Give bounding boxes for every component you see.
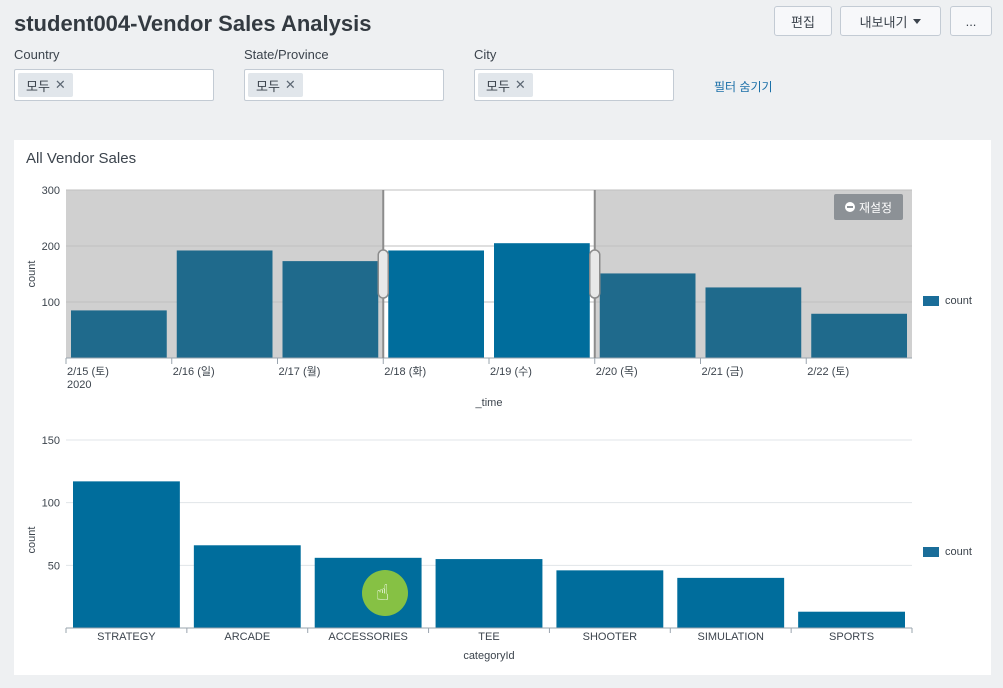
chart1-bar [705, 287, 802, 358]
chart1-year-label: 2020 [67, 379, 91, 391]
chart2-xtick-label: SHOOTER [583, 631, 637, 643]
page-title: student004-Vendor Sales Analysis [14, 11, 372, 36]
filter-country: Country 모두 ✕ [14, 47, 214, 101]
caret-down-icon [913, 18, 922, 24]
chart2-xtick-label: SPORTS [829, 631, 874, 643]
chart1-bar [811, 313, 907, 358]
chart2-xtick-label: STRATEGY [97, 631, 156, 643]
chart1-xtick-label: 2/19 (수) [490, 365, 532, 378]
chart2-bar [193, 545, 301, 628]
filter-token: 모두 ✕ [248, 73, 303, 97]
charts-svg: 100 200 300 2/15 (토) 2/16 (일) 2/17 (월) 2/18 (화… [26, 185, 913, 662]
selection-handle-left[interactable] [377, 249, 389, 299]
filter-label-country: Country [14, 47, 60, 62]
reset-label: 재설정 [858, 200, 893, 215]
chart1-bar [494, 243, 590, 358]
city-multiselect[interactable]: 모두 ✕ [474, 69, 674, 101]
chart2-xtick-label: TEE [478, 631, 499, 643]
chart2-y-axis-title: count [26, 527, 38, 554]
chart2-xtick-label: ACCESSORIES [328, 631, 407, 643]
reset-selection-button[interactable]: 재설정 [834, 194, 903, 220]
token-label: 모두 [26, 78, 50, 94]
chart1-xtick-label: 2/21 (금) [702, 366, 744, 378]
chart1-bar [388, 250, 484, 358]
chart2-bar [73, 481, 180, 628]
chart2-legend[interactable]: count [923, 546, 972, 558]
chart1-xtick-label: 2/20 (목) [596, 365, 638, 378]
filter-city: City 모두 ✕ [474, 47, 674, 101]
remove-token-icon[interactable]: ✕ [54, 77, 66, 92]
chart1-bar [176, 250, 273, 358]
selection-handle-right[interactable] [589, 249, 601, 299]
chart2-x-axis-title: categoryId [463, 650, 514, 662]
more-button[interactable]: ... [950, 6, 992, 36]
country-multiselect[interactable]: 모두 ✕ [14, 69, 214, 101]
filter-token: 모두 ✕ [18, 73, 73, 97]
filter-token: 모두 ✕ [478, 73, 533, 97]
chart1-xtick-label: 2/22 (토) [807, 366, 849, 378]
hand-cursor-icon: ☝ [376, 580, 390, 605]
hide-filters-link[interactable]: 필터 숨기기 [714, 80, 773, 94]
token-label: 모두 [486, 78, 510, 94]
chart2-bar [798, 611, 905, 628]
chart1-xtick-label: 2/16 (일) [173, 364, 215, 378]
remove-token-icon[interactable]: ✕ [514, 77, 526, 92]
vendor-sales-panel: All Vendor Sales 100 200 300 2/15 (토) 2/16 (… [14, 140, 991, 675]
click-indicator [362, 570, 408, 616]
filter-label-city: City [474, 47, 497, 62]
chart2-bar [677, 577, 785, 628]
chart1-xtick-label: 2/15 (토) [67, 366, 109, 378]
chart1-bar [599, 273, 696, 358]
chart1-legend[interactable]: count [923, 295, 972, 307]
panel-title: All Vendor Sales [26, 150, 137, 167]
chart1-bar [282, 261, 379, 358]
chart2-xtick-label: SIMULATION [698, 631, 764, 643]
more-label: ... [965, 13, 977, 29]
legend-swatch [923, 547, 939, 557]
legend-label: count [945, 546, 972, 558]
legend-label: count [945, 295, 972, 307]
state-province-multiselect[interactable]: 모두 ✕ [244, 69, 444, 101]
chart1-ytick-label: 100 [42, 297, 60, 309]
edit-button[interactable]: 편집 [774, 6, 832, 36]
chart1-x-axis-title: _time [475, 397, 503, 409]
filter-state-province: State/Province 모두 ✕ [244, 47, 444, 101]
export-label: 내보내기 [859, 14, 908, 30]
chart2-bar [435, 559, 543, 628]
filter-label-state-province: State/Province [244, 47, 329, 62]
chart1-y-axis-title: count [26, 261, 38, 288]
token-label: 모두 [256, 78, 280, 94]
chart2-xtick-label: ARCADE [224, 631, 270, 643]
chart1-ytick-label: 200 [42, 241, 60, 253]
chart2-bar [556, 570, 664, 628]
remove-token-icon[interactable]: ✕ [284, 77, 296, 92]
legend-swatch [923, 296, 939, 306]
chart2-ytick-label: 100 [42, 498, 60, 510]
minus-circle-icon [844, 202, 855, 212]
chart2-ytick-label: 50 [48, 560, 60, 572]
chart2-ytick-label: 150 [42, 435, 60, 447]
export-button[interactable]: 내보내기 [840, 6, 941, 36]
edit-label: 편집 [791, 14, 815, 30]
chart1-ytick-label: 300 [42, 185, 60, 197]
chart1-xtick-label: 2/17 (월) [279, 365, 321, 378]
chart1-xtick-label: 2/18 (화) [384, 365, 426, 378]
chart1-bar [71, 310, 167, 358]
